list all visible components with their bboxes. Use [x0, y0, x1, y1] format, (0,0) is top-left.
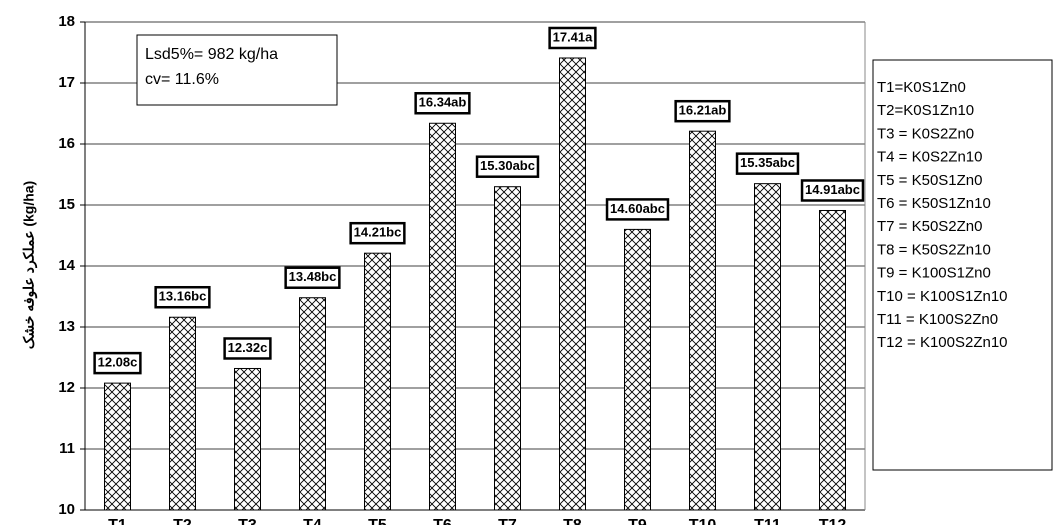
annotation: cv= 11.6% — [145, 71, 219, 88]
x-tick-label: T2 — [173, 517, 192, 525]
y-tick-label: 16 — [58, 135, 75, 152]
key-entry: T2=K0S1Zn10 — [877, 102, 974, 119]
value-label-box — [800, 179, 865, 202]
value-label-box — [414, 92, 471, 115]
value-label-box — [349, 221, 406, 245]
x-tick-label: T1 — [108, 517, 127, 525]
value-label-box — [154, 285, 211, 309]
y-tick-label: 10 — [58, 501, 75, 518]
key-entry: T8 = K50S2Zn10 — [877, 241, 991, 258]
key-entry: T7 = K50S2Zn0 — [877, 218, 982, 235]
key-entry: T4 = K0S2Zn10 — [877, 149, 982, 166]
bar — [364, 252, 391, 511]
x-tick-label: T12 — [819, 517, 847, 525]
key-entry: T12 = K100S2Zn10 — [877, 334, 1008, 351]
y-tick-label: 18 — [58, 13, 75, 30]
bar — [169, 316, 196, 511]
bar — [559, 57, 586, 511]
value-label: 17.41a — [553, 29, 594, 44]
y-tick-label: 15 — [58, 196, 75, 213]
bar — [819, 209, 846, 511]
x-tick-label: T3 — [238, 517, 257, 525]
value-label: 15.35abc — [740, 155, 795, 170]
value-label: 16.21ab — [679, 103, 727, 118]
key-entry: T6 = K50S1Zn10 — [877, 195, 991, 212]
value-label-box — [674, 99, 731, 123]
key-box — [872, 59, 1053, 471]
key-entry: T11 = K100S2Zn0 — [877, 311, 998, 328]
value-label: 12.08c — [98, 355, 138, 370]
y-tick-label: 11 — [59, 440, 75, 457]
y-tick-label: 12 — [58, 379, 75, 396]
value-label: 16.34ab — [419, 95, 467, 110]
value-label: 14.60abc — [610, 201, 665, 216]
value-label: 14.21bc — [354, 225, 402, 240]
y-axis-label: عملکرد علوفه خشک (kg/ha) — [21, 181, 38, 349]
bar — [754, 183, 781, 511]
key-entry: T3 = K0S2Zn0 — [877, 125, 974, 142]
value-label: 13.48bc — [289, 269, 337, 284]
value-label-box — [605, 198, 670, 221]
value-label: 12.32c — [228, 340, 268, 355]
key-entry: T10 = K100S1Zn10 — [877, 288, 1008, 305]
bar — [104, 382, 131, 511]
bar — [494, 186, 521, 511]
value-label-box — [223, 337, 272, 360]
value-label-box — [735, 152, 800, 175]
x-tick-label: T5 — [368, 517, 387, 525]
key-entry: T5 = K50S1Zn0 — [877, 172, 982, 189]
value-label: 13.16bc — [159, 289, 207, 304]
key-entry: T1=K0S1Zn0 — [877, 79, 966, 96]
x-tick-label: T9 — [628, 517, 647, 525]
bar — [299, 297, 326, 511]
value-label: 14.91abc — [805, 182, 860, 197]
x-tick-label: T8 — [563, 517, 582, 525]
annotation: Lsd5%= 982 kg/ha — [145, 46, 278, 63]
x-tick-label: T6 — [433, 517, 452, 525]
bar — [689, 130, 716, 511]
value-label-box — [548, 26, 597, 50]
y-tick-label: 14 — [58, 257, 75, 274]
value-label-box — [93, 351, 142, 375]
x-tick-label: T11 — [754, 517, 781, 525]
annotation-box — [136, 34, 338, 106]
x-tick-label: T4 — [303, 517, 322, 525]
y-tick-label: 17 — [58, 74, 75, 91]
x-tick-label: T7 — [498, 517, 517, 525]
bar — [429, 122, 456, 511]
x-tick-label: T10 — [689, 517, 717, 525]
bar — [234, 367, 261, 511]
value-label-box — [475, 155, 540, 178]
key-entry: T9 = K100S1Zn0 — [877, 265, 991, 282]
bar — [624, 228, 651, 511]
y-tick-label: 13 — [58, 318, 75, 335]
value-label-box — [284, 266, 341, 289]
value-label: 15.30abc — [480, 158, 535, 173]
